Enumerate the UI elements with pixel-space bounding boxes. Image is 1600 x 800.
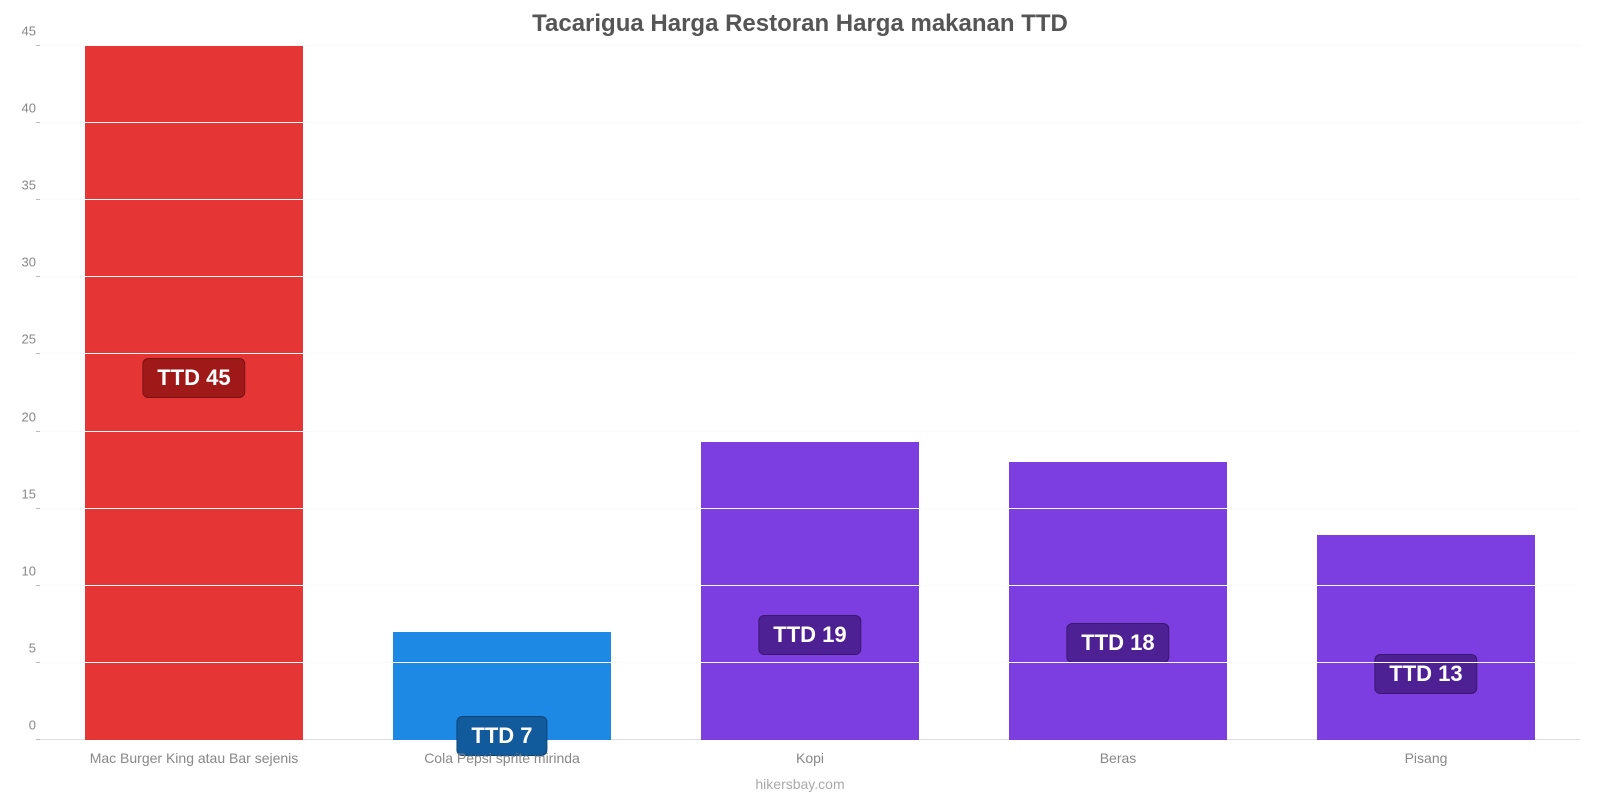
y-tick-mark xyxy=(36,45,40,46)
y-tick-label: 35 xyxy=(8,178,36,193)
grid-line xyxy=(40,199,1580,200)
grid-line xyxy=(40,431,1580,432)
y-tick-mark xyxy=(36,199,40,200)
y-tick-mark xyxy=(36,353,40,354)
x-tick-label: Kopi xyxy=(656,750,964,766)
grid-line xyxy=(40,585,1580,586)
x-tick-label: Cola Pepsi sprite mirinda xyxy=(348,750,656,766)
grid-line xyxy=(40,45,1580,46)
bar-value-label: TTD 13 xyxy=(1374,654,1477,694)
y-tick-mark xyxy=(36,122,40,123)
y-tick-mark xyxy=(36,276,40,277)
grid-line xyxy=(40,122,1580,123)
y-tick-label: 25 xyxy=(8,332,36,347)
plot-area: TTD 45TTD 7TTD 19TTD 18TTD 13 0510152025… xyxy=(40,46,1580,740)
bars-row: TTD 45 TTD 7 TTD 19 TTD 18 TTD 13 xyxy=(40,46,1580,740)
y-tick-mark xyxy=(36,739,40,740)
chart-container: Tacarigua Harga Restoran Harga makanan T… xyxy=(0,0,1600,800)
y-tick-label: 40 xyxy=(8,101,36,116)
y-tick-label: 45 xyxy=(8,24,36,39)
bar: TTD 13 xyxy=(1317,535,1536,740)
y-tick-label: 30 xyxy=(8,255,36,270)
chart-title: Tacarigua Harga Restoran Harga makanan T… xyxy=(0,10,1600,38)
x-tick-label: Beras xyxy=(964,750,1272,766)
bar-value-label: TTD 19 xyxy=(758,615,861,655)
bar: TTD 45 xyxy=(85,46,304,740)
bar: TTD 7 xyxy=(393,632,612,740)
bar-slot: TTD 13 xyxy=(1272,46,1580,740)
y-tick-label: 20 xyxy=(8,409,36,424)
y-tick-label: 15 xyxy=(8,486,36,501)
bar: TTD 18 xyxy=(1009,462,1228,740)
bar-slot: TTD 45 xyxy=(40,46,348,740)
credit-text: hikersbay.com xyxy=(0,776,1600,792)
y-tick-mark xyxy=(36,431,40,432)
y-tick-label: 5 xyxy=(8,640,36,655)
grid-line xyxy=(40,276,1580,277)
x-tick-label: Mac Burger King atau Bar sejenis xyxy=(40,750,348,766)
x-axis-labels: Mac Burger King atau Bar sejenisCola Pep… xyxy=(40,750,1580,766)
y-tick-mark xyxy=(36,662,40,663)
x-tick-label: Pisang xyxy=(1272,750,1580,766)
grid-line xyxy=(40,662,1580,663)
bar-slot: TTD 19 xyxy=(656,46,964,740)
y-tick-mark xyxy=(36,508,40,509)
grid-line xyxy=(40,508,1580,509)
bar-slot: TTD 18 xyxy=(964,46,1272,740)
y-tick-label: 0 xyxy=(8,718,36,733)
grid-line xyxy=(40,353,1580,354)
y-tick-label: 10 xyxy=(8,563,36,578)
y-tick-mark xyxy=(36,585,40,586)
bar-value-label: TTD 18 xyxy=(1066,623,1169,663)
bar: TTD 19 xyxy=(701,442,920,740)
bar-value-label: TTD 45 xyxy=(142,358,245,398)
bar-slot: TTD 7 xyxy=(348,46,656,740)
